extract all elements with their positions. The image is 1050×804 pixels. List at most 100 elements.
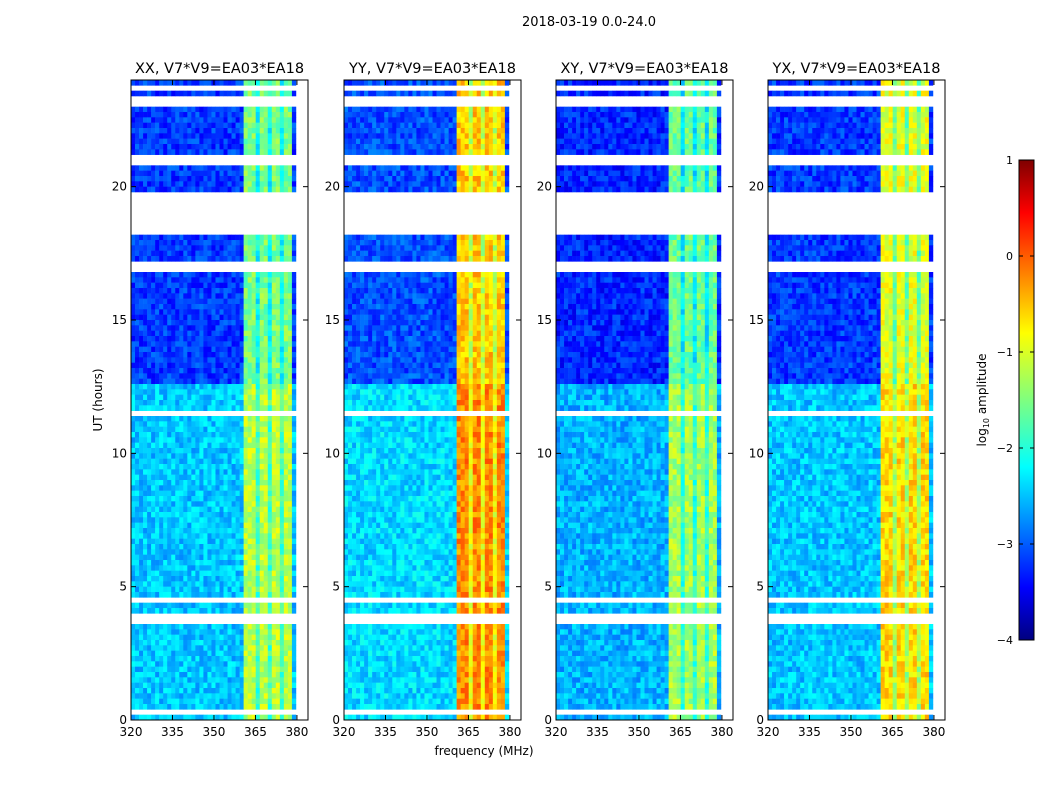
- heatmap-cell: [228, 421, 232, 427]
- heatmap-cell: [163, 133, 167, 139]
- heatmap-cell: [228, 240, 232, 246]
- heatmap-cell: [433, 117, 437, 123]
- heatmap-cell: [220, 453, 224, 459]
- heatmap-cell: [280, 144, 284, 150]
- heatmap-cell: [151, 272, 155, 278]
- heatmap-cell: [244, 496, 248, 502]
- heatmap-cell: [143, 432, 147, 438]
- heatmap-cell: [155, 683, 159, 689]
- heatmap-cell: [396, 181, 400, 187]
- heatmap-cell: [215, 507, 219, 513]
- heatmap-cell: [151, 608, 155, 614]
- heatmap-cell: [155, 437, 159, 443]
- heatmap-cell: [187, 565, 191, 571]
- heatmap-cell: [497, 181, 501, 187]
- heatmap-cell: [147, 651, 151, 657]
- heatmap-cell: [268, 635, 272, 641]
- heatmap-cell: [215, 635, 219, 641]
- heatmap-cell: [175, 453, 179, 459]
- heatmap-cell: [252, 693, 256, 699]
- heatmap-cell: [179, 288, 183, 294]
- heatmap-cell: [151, 363, 155, 369]
- heatmap-cell: [256, 661, 260, 667]
- heatmap-cell: [284, 325, 288, 331]
- heatmap-cell: [352, 235, 356, 241]
- heatmap-cell: [220, 501, 224, 507]
- heatmap-cell: [147, 379, 151, 385]
- heatmap-cell: [143, 347, 147, 353]
- heatmap-cell: [139, 523, 143, 529]
- heatmap-cell: [384, 117, 388, 123]
- heatmap-cell: [392, 133, 396, 139]
- heatmap-cell: [179, 603, 183, 609]
- heatmap-cell: [356, 112, 360, 118]
- heatmap-cell: [211, 123, 215, 129]
- heatmap-cell: [139, 171, 143, 177]
- heatmap-cell: [228, 459, 232, 465]
- heatmap-cell: [215, 555, 219, 561]
- heatmap-cell: [199, 581, 203, 587]
- heatmap-cell: [220, 688, 224, 694]
- heatmap-cell: [424, 144, 428, 150]
- heatmap-cell: [240, 496, 244, 502]
- heatmap-cell: [348, 128, 352, 134]
- heatmap-cell: [183, 331, 187, 337]
- heatmap-cell: [167, 576, 171, 582]
- heatmap-cell: [256, 544, 260, 550]
- heatmap-cell: [372, 80, 376, 86]
- heatmap-cell: [260, 475, 264, 481]
- heatmap-cell: [252, 149, 256, 155]
- heatmap-cell: [252, 544, 256, 550]
- heatmap-cell: [211, 240, 215, 246]
- heatmap-cell: [240, 560, 244, 566]
- heatmap-cell: [187, 533, 191, 539]
- heatmap-cell: [175, 693, 179, 699]
- heatmap-cell: [191, 608, 195, 614]
- heatmap-cell: [236, 133, 240, 139]
- heatmap-cell: [268, 544, 272, 550]
- heatmap-cell: [276, 544, 280, 550]
- heatmap-cell: [268, 555, 272, 561]
- heatmap-cell: [143, 624, 147, 630]
- heatmap-cell: [195, 91, 199, 97]
- heatmap-cell: [236, 416, 240, 422]
- heatmap-cell: [203, 651, 207, 657]
- heatmap-cell: [143, 139, 147, 145]
- heatmap-cell: [220, 235, 224, 241]
- heatmap-cell: [211, 667, 215, 673]
- heatmap-cell: [276, 640, 280, 646]
- heatmap-cell: [195, 464, 199, 470]
- heatmap-cell: [292, 283, 296, 289]
- heatmap-cell: [171, 331, 175, 337]
- heatmap-cell: [280, 389, 284, 395]
- heatmap-cell: [147, 240, 151, 246]
- heatmap-cell: [215, 181, 219, 187]
- heatmap-cell: [159, 389, 163, 395]
- heatmap-cell: [284, 133, 288, 139]
- heatmap-cell: [224, 667, 228, 673]
- heatmap-cell: [179, 523, 183, 529]
- heatmap-cell: [167, 565, 171, 571]
- heatmap-cell: [215, 240, 219, 246]
- heatmap-cell: [404, 123, 408, 129]
- heatmap-cell: [195, 432, 199, 438]
- heatmap-cell: [288, 539, 292, 545]
- heatmap-cell: [195, 656, 199, 662]
- heatmap-cell: [175, 645, 179, 651]
- heatmap-cell: [195, 459, 199, 465]
- heatmap-cell: [384, 123, 388, 129]
- heatmap-cell: [264, 661, 268, 667]
- heatmap-cell: [215, 656, 219, 662]
- heatmap-cell: [268, 469, 272, 475]
- heatmap-cell: [175, 400, 179, 406]
- heatmap-cell: [260, 331, 264, 337]
- heatmap-cell: [372, 235, 376, 241]
- heatmap-cell: [155, 336, 159, 342]
- heatmap-cell: [215, 587, 219, 593]
- heatmap-cell: [372, 144, 376, 150]
- heatmap-cell: [276, 373, 280, 379]
- heatmap-cell: [143, 315, 147, 321]
- heatmap-cell: [420, 240, 424, 246]
- heatmap-cell: [276, 432, 280, 438]
- heatmap-cell: [163, 149, 167, 155]
